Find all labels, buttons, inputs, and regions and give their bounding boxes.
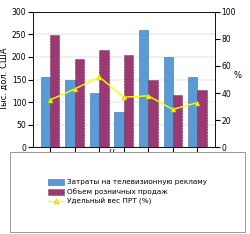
Bar bbox=[198, 90, 207, 147]
Bar bbox=[41, 77, 50, 147]
Bar bbox=[173, 95, 182, 147]
Bar bbox=[164, 57, 173, 147]
Bar bbox=[90, 93, 99, 147]
Bar bbox=[99, 50, 108, 147]
Bar bbox=[75, 59, 84, 147]
Bar bbox=[124, 55, 133, 147]
Bar bbox=[65, 80, 75, 147]
Y-axis label: Тыс. дол. США: Тыс. дол. США bbox=[0, 48, 9, 111]
FancyBboxPatch shape bbox=[10, 152, 245, 232]
Bar bbox=[148, 80, 158, 147]
Bar bbox=[139, 30, 148, 147]
Text: //: // bbox=[108, 149, 115, 170]
Bar bbox=[114, 112, 124, 147]
Bar bbox=[188, 77, 198, 147]
Legend: Затраты на телевизионную рекламу, Объем розничных продаж, Удельный вес ПРТ (%): Затраты на телевизионную рекламу, Объем … bbox=[46, 177, 209, 207]
Y-axis label: %: % bbox=[233, 71, 241, 80]
Bar bbox=[50, 35, 59, 147]
